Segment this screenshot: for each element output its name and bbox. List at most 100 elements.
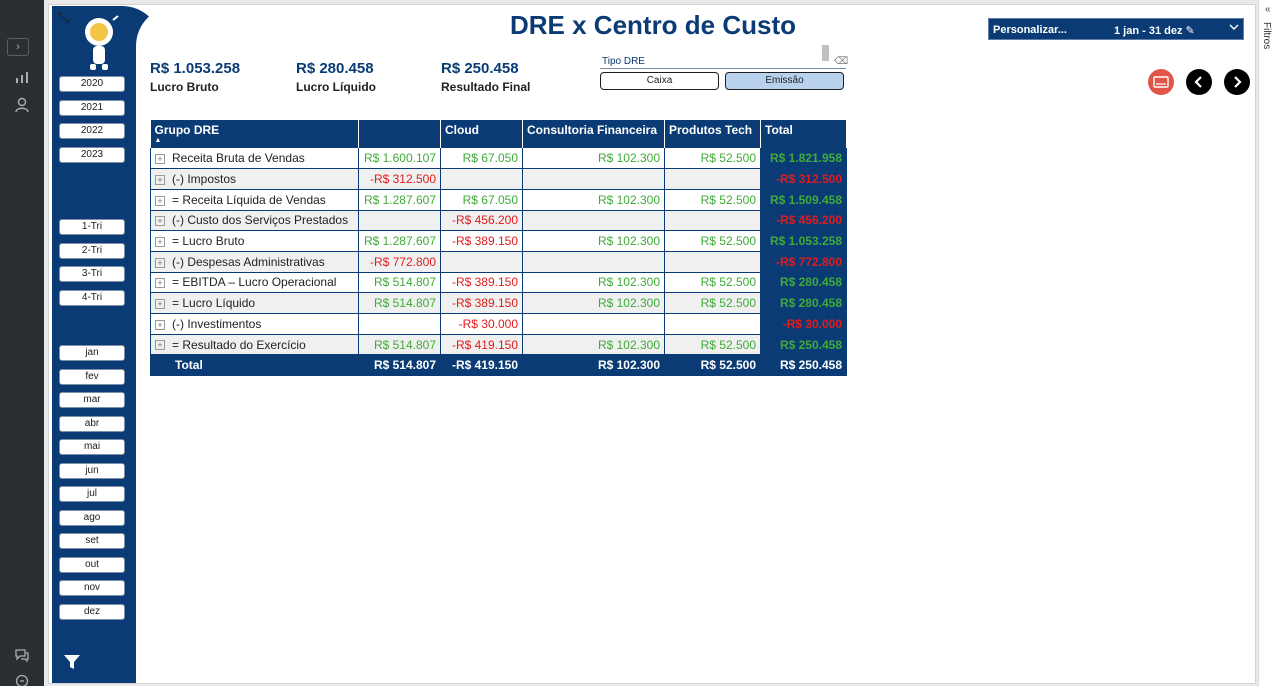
filters-pane-collapsed[interactable]: « Filtros: [1258, 0, 1280, 686]
expand-row-icon[interactable]: +: [155, 278, 165, 289]
kpi-value: R$ 1.053.258: [150, 60, 241, 77]
month-button-jan[interactable]: jan: [59, 345, 125, 361]
total-cell: R$ 250.458: [760, 354, 847, 377]
table-cell: [664, 168, 761, 190]
year-button-2022[interactable]: 2022: [59, 123, 125, 140]
row-label-text: (-) Despesas Administrativas: [172, 254, 325, 269]
slicer-scrollbar[interactable]: [822, 45, 829, 61]
next-page-button[interactable]: [1224, 69, 1250, 95]
month-button-fev[interactable]: fev: [59, 368, 125, 385]
table-cell: R$ 280.458: [760, 292, 847, 314]
month-button-ago[interactable]: ago: [59, 509, 125, 526]
tipo-dre-label: Tipo DRE: [602, 56, 645, 67]
column-header-total[interactable]: Total: [760, 120, 847, 148]
row-label-text: = EBITDA – Lucro Operacional: [172, 275, 337, 290]
expand-row-icon[interactable]: +: [155, 340, 165, 351]
expand-row-icon[interactable]: +: [155, 236, 165, 247]
column-header-blank[interactable]: [358, 120, 441, 148]
column-header-consultoria[interactable]: Consultoria Financeira: [522, 120, 665, 148]
table-cell: R$ 52.500: [664, 334, 761, 356]
kpi-label: Lucro Bruto: [150, 80, 219, 94]
month-button-set[interactable]: set: [59, 533, 125, 549]
expand-row-icon[interactable]: +: [155, 298, 165, 309]
table-cell: R$ 1.509.458: [760, 189, 847, 211]
expand-row-icon[interactable]: +: [155, 319, 165, 330]
column-header-produtos-tech[interactable]: Produtos Tech: [664, 120, 761, 148]
robot-logo-icon: [85, 15, 119, 70]
chevron-down-icon[interactable]: [1229, 23, 1239, 34]
table-cell: R$ 1.287.607: [358, 189, 441, 211]
filters-pane-label: Filtros: [1261, 22, 1272, 50]
expand-row-icon[interactable]: +: [155, 153, 165, 164]
table-row[interactable]: + = EBITDA – Lucro Operacional R$ 514.807-…: [150, 272, 847, 294]
table-row[interactable]: + (-) Impostos -R$ 312.500 -R$ 312.500: [150, 168, 847, 190]
quarter-button-3-tri[interactable]: 3-Tri: [59, 266, 125, 283]
expand-row-icon[interactable]: +: [155, 216, 165, 227]
row-label: + (-) Investimentos: [150, 313, 359, 335]
table-cell: -R$ 389.150: [440, 230, 523, 252]
table-cell: -R$ 312.500: [760, 168, 847, 190]
dre-matrix: Grupo DRE ▲ Cloud Consultoria Financeira…: [150, 120, 847, 377]
table-cell: -R$ 30.000: [440, 313, 523, 335]
user-icon[interactable]: [7, 94, 37, 116]
table-row[interactable]: + = Receita Líquida de Vendas R$ 1.287.607…: [150, 189, 847, 211]
column-header-grupo-dre[interactable]: Grupo DRE ▲: [150, 120, 359, 148]
total-label: Total: [150, 354, 359, 377]
table-cell: -R$ 772.800: [358, 251, 441, 273]
table-cell: [664, 313, 761, 335]
collapse-pane-icon[interactable]: «: [1265, 4, 1271, 15]
month-button-mar[interactable]: mar: [59, 392, 125, 408]
expand-row-icon[interactable]: +: [155, 195, 165, 206]
feedback-icon[interactable]: [7, 670, 37, 686]
eraser-icon[interactable]: ⌫: [834, 56, 849, 67]
matrix-header-row: Grupo DRE ▲ Cloud Consultoria Financeira…: [150, 120, 847, 148]
sort-ascending-icon[interactable]: ▲: [154, 137, 162, 144]
quarter-button-2-tri[interactable]: 2-Tri: [59, 242, 125, 259]
bar-chart-icon[interactable]: [7, 66, 37, 88]
quarter-button-1-tri[interactable]: 1-Tri: [59, 219, 125, 235]
month-button-jun[interactable]: jun: [59, 462, 125, 479]
kpi-value: R$ 250.458: [441, 60, 519, 77]
year-button-2021[interactable]: 2021: [59, 99, 125, 116]
table-cell: -R$ 772.800: [760, 251, 847, 273]
table-row[interactable]: + = Lucro Bruto R$ 1.287.607 -R$ 389.150 R$ …: [150, 230, 847, 252]
table-cell: R$ 1.287.607: [358, 230, 441, 252]
table-cell: -R$ 456.200: [760, 210, 847, 232]
table-row[interactable]: + Receita Bruta de Vendas R$ 1.600.107 R$ 6…: [150, 148, 847, 170]
tipo-dre-caixa-button[interactable]: Caixa: [600, 72, 719, 90]
expand-row-icon[interactable]: +: [155, 174, 165, 185]
table-row[interactable]: + (-) Investimentos -R$ 30.000 -R$ 30.000: [150, 313, 847, 335]
chat-icon[interactable]: [7, 644, 37, 666]
year-button-2020[interactable]: 2020: [59, 76, 125, 92]
chevron-right-icon[interactable]: ›: [7, 38, 29, 56]
table-cell: R$ 280.458: [760, 272, 847, 294]
expand-row-icon[interactable]: +: [155, 257, 165, 268]
month-button-abr[interactable]: abr: [59, 415, 125, 432]
date-range-slicer[interactable]: Personalizar... 1 jan - 31 dez ✎: [988, 18, 1244, 40]
month-button-jul[interactable]: jul: [59, 486, 125, 502]
filter-icon[interactable]: [63, 654, 83, 672]
month-button-out[interactable]: out: [59, 556, 125, 573]
kpi-value: R$ 280.458: [296, 60, 374, 77]
table-cell: [664, 251, 761, 273]
table-row[interactable]: + (-) Custo dos Serviços Prestados -R$ 456…: [150, 210, 847, 232]
date-range-label: 1 jan - 31 dez ✎: [1114, 25, 1195, 37]
focus-mode-icon[interactable]: ⤡: [56, 9, 69, 26]
month-button-mai[interactable]: mai: [59, 439, 125, 455]
row-label: + = Lucro Bruto: [150, 230, 359, 252]
row-label: + = Receita Líquida de Vendas: [150, 189, 359, 211]
month-button-dez[interactable]: dez: [59, 603, 125, 620]
table-cell: R$ 102.300: [522, 148, 665, 170]
table-cell: R$ 52.500: [664, 189, 761, 211]
prev-page-button[interactable]: [1186, 69, 1212, 95]
column-header-label: Grupo DRE: [154, 123, 220, 137]
table-row[interactable]: + (-) Despesas Administrativas -R$ 772.800…: [150, 251, 847, 273]
tipo-dre-emissao-button[interactable]: Emissão: [725, 72, 844, 90]
year-button-2023[interactable]: 2023: [59, 147, 125, 164]
table-row[interactable]: + = Lucro Líquido R$ 514.807 -R$ 389.150 R$ …: [150, 292, 847, 314]
quarter-button-4-tri[interactable]: 4-Tri: [59, 290, 125, 307]
document-icon[interactable]: [1148, 69, 1174, 95]
table-row[interactable]: + = Resultado do Exercício R$ 514.807 -R$ 4…: [150, 334, 847, 356]
month-button-nov[interactable]: nov: [59, 580, 125, 596]
column-header-cloud[interactable]: Cloud: [440, 120, 523, 148]
